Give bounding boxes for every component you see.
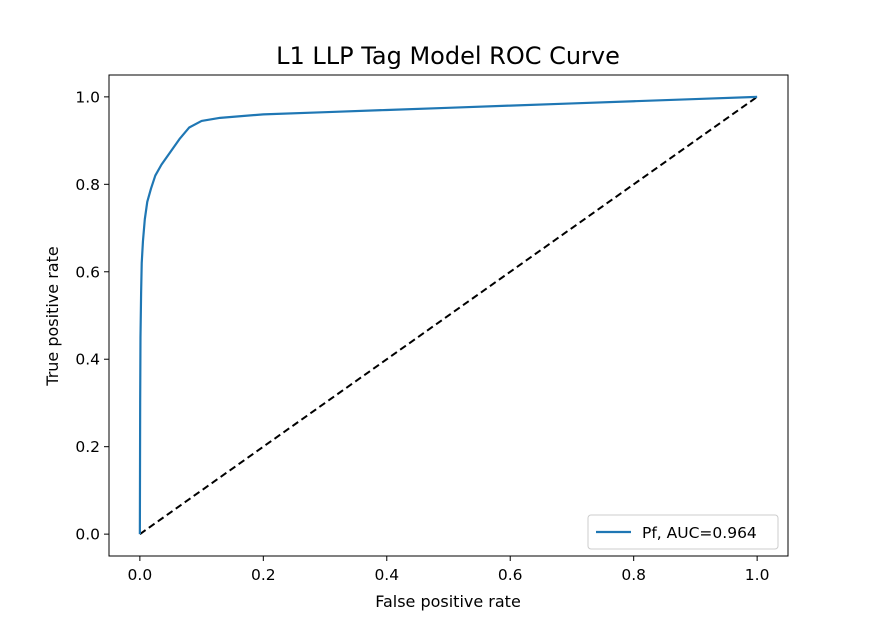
plot-area: 0.0 0.2 0.4 0.6 0.8 1.0 0.0 0.2 0.4 0.6 0.8 1.0 (75, 74, 789, 584)
x-tick-label: 1.0 (745, 566, 770, 584)
x-tick-label: 0.8 (621, 566, 646, 584)
y-axis-label: True positive rate (43, 246, 62, 386)
y-tick-label: 1.0 (75, 88, 100, 106)
x-tick-label: 0.4 (374, 566, 399, 584)
random-chance-diagonal-line (139, 96, 758, 535)
x-tick-label: 0.6 (498, 566, 523, 584)
x-axis-label: False positive rate (375, 592, 521, 611)
axes-frame (108, 74, 789, 557)
y-tick-label: 0.8 (75, 176, 100, 194)
y-tick-label: 0.6 (75, 263, 100, 281)
x-tick-label: 0.0 (128, 566, 153, 584)
y-tick-label: 0.2 (75, 438, 100, 456)
y-tick-label: 0.0 (75, 526, 100, 544)
chart-title: L1 LLP Tag Model ROC Curve (276, 42, 620, 70)
legend-entry-label: Pf, AUC=0.964 (642, 524, 757, 542)
roc-curve-line (138, 95, 758, 535)
y-tick-label: 0.4 (75, 351, 100, 369)
x-tick-label: 0.2 (251, 566, 276, 584)
legend: Pf, AUC=0.964 (587, 514, 779, 550)
legend-box (587, 514, 779, 550)
